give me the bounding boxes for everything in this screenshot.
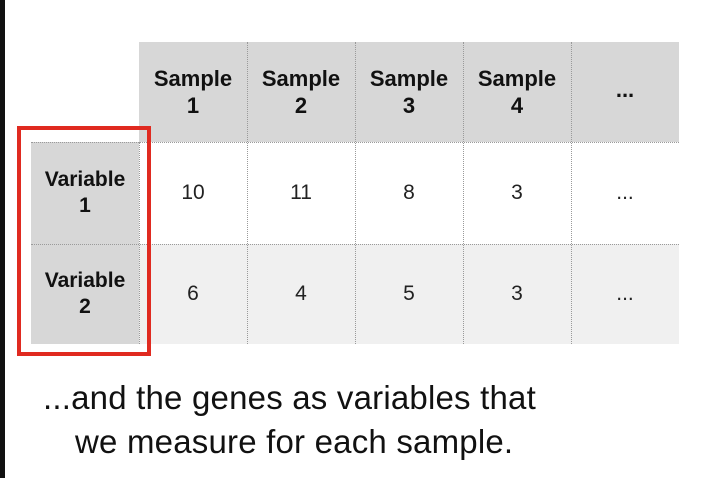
grid-line <box>247 42 248 344</box>
column-header-sample-4: Sample 4 <box>477 65 557 119</box>
table-cell: 8 <box>403 180 415 204</box>
table-cell: 10 <box>181 180 205 204</box>
table-cell: 3 <box>511 281 523 305</box>
row-1-background <box>139 142 679 244</box>
column-header-ellipsis: ... <box>615 77 635 102</box>
variable-column-background <box>31 142 139 344</box>
row-2-background <box>139 244 679 344</box>
grid-line <box>571 42 572 344</box>
grid-line <box>31 142 679 143</box>
left-edge-bar <box>0 0 5 478</box>
grid-line <box>31 244 679 245</box>
caption-line-2: we measure for each sample. <box>75 423 514 460</box>
column-header-sample-3: Sample 3 <box>369 65 449 119</box>
grid-line <box>355 42 356 344</box>
row-label-variable-2: Variable 2 <box>44 268 126 318</box>
table-cell: ... <box>616 281 634 305</box>
row-label-variable-1: Variable 1 <box>44 167 126 217</box>
table-cell: 11 <box>290 180 312 204</box>
column-header-sample-1: Sample 1 <box>153 65 233 119</box>
slide: Sample 1 Sample 2 Sample 3 Sample 4 ... Vari… <box>5 0 723 478</box>
table-cell: 3 <box>511 180 523 204</box>
grid-line <box>463 42 464 344</box>
grid-line <box>139 142 140 344</box>
variable-column-highlight-box <box>17 126 151 356</box>
column-header-sample-2: Sample 2 <box>261 65 341 119</box>
header-row-background <box>139 42 679 142</box>
table-cell: 6 <box>187 281 199 305</box>
table-cell: 4 <box>295 281 307 305</box>
slide-caption: ...and the genes as variables that we me… <box>43 376 536 464</box>
caption-line-1: ...and the genes as variables that <box>43 379 536 416</box>
table-cell: ... <box>616 180 634 204</box>
table-cell: 5 <box>403 281 415 305</box>
